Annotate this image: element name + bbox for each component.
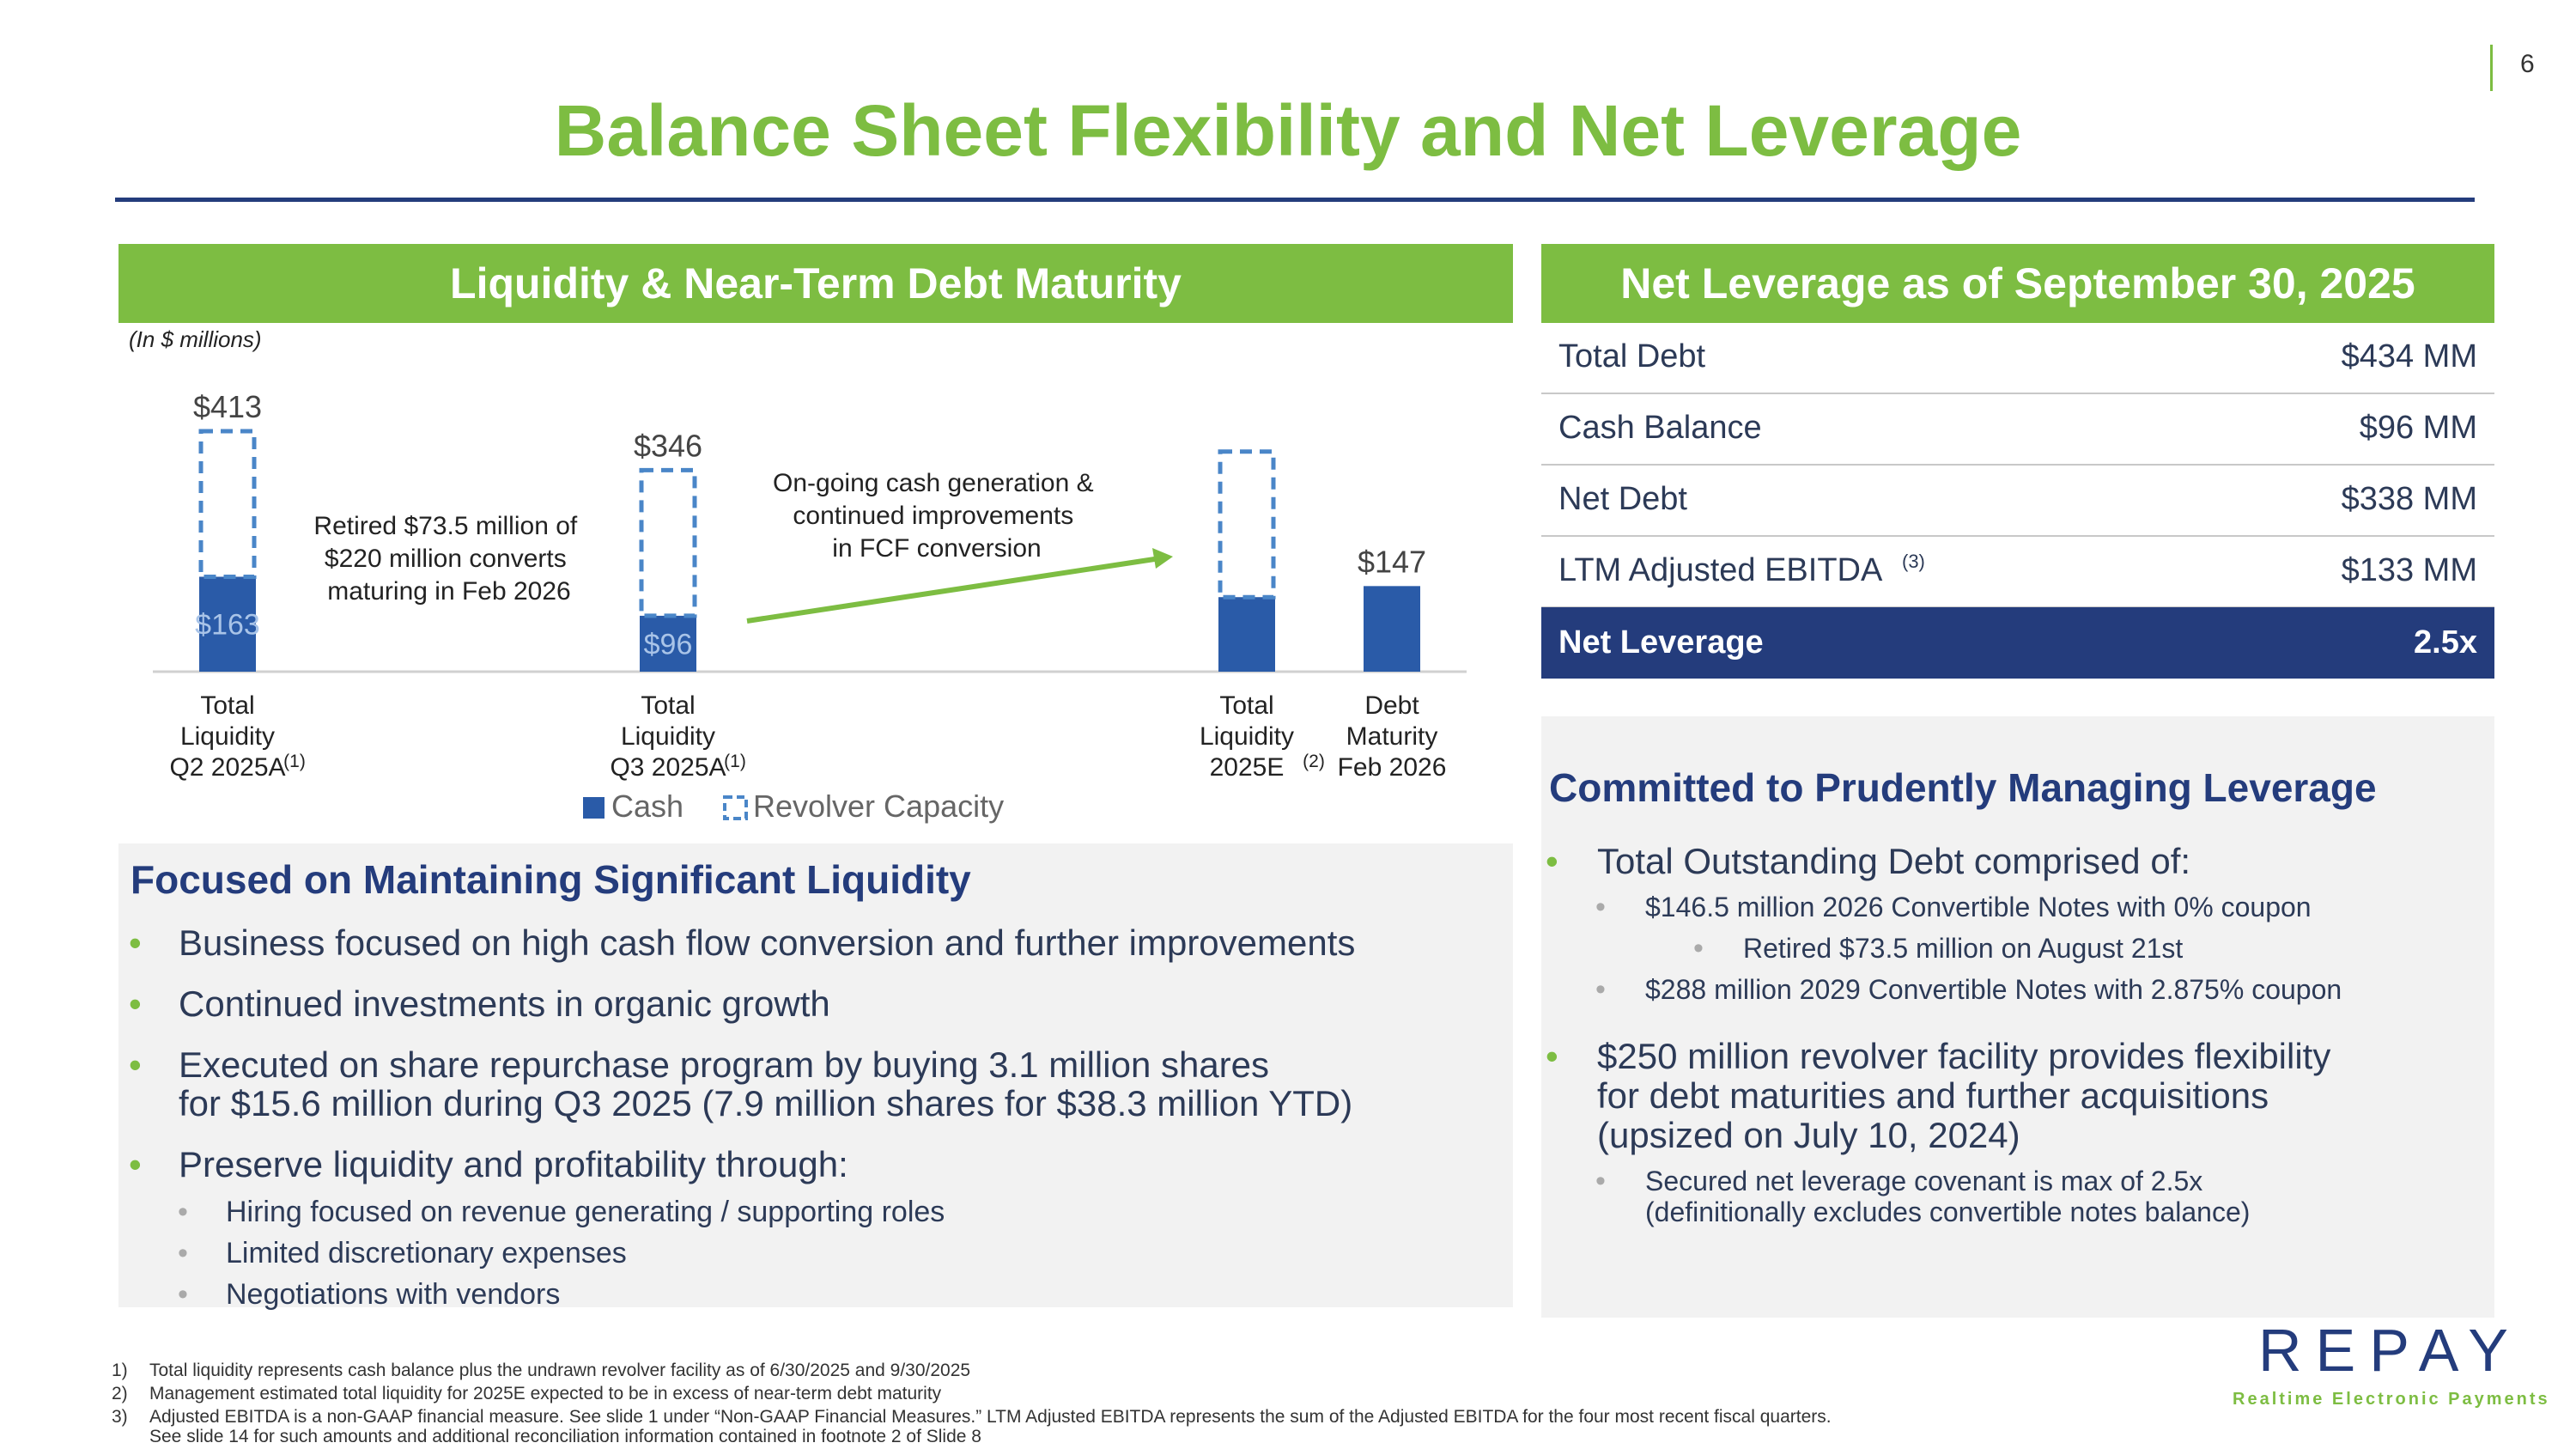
units-note: (In $ millions) (129, 326, 262, 352)
category-label: 2025E (1210, 753, 1285, 782)
revolver-bullet: • (1546, 1036, 1558, 1076)
repay-tagline: Realtime Electronic Payments (2233, 1390, 2550, 1409)
growth-arrowhead (1152, 548, 1173, 569)
category-label: Liquidity (180, 722, 275, 751)
debt-sub-bullet-2-text: $288 million 2029 Convertible Notes with… (1645, 974, 2342, 1005)
footnote-3-cont: See slide 14 for such amounts and additi… (149, 1427, 981, 1446)
liquidity-bullet-2-text: Continued investments in organic growth (179, 983, 830, 1024)
category-label: Liquidity (1200, 722, 1294, 751)
category-footnote-ref: (1) (283, 752, 306, 771)
footnote-2: 2) Management estimated total liquidity f… (112, 1384, 942, 1403)
category-label: Total (641, 691, 695, 720)
bar-cash (199, 576, 256, 672)
leverage-row-value: $338 MM (2341, 481, 2477, 517)
growth-arrow (746, 556, 1161, 624)
sub-bullet-2: • (178, 1237, 188, 1269)
category-label: Total (200, 691, 254, 720)
debt-sub-bullet-1-text: $146.5 million 2026 Convertible Notes wi… (1645, 892, 2312, 922)
category-footnote-ref: (2) (1303, 752, 1325, 771)
leverage-row: Cash Balance $96 MM (1541, 393, 2494, 466)
debt-bullet: • (1546, 841, 1558, 881)
category-label: Maturity (1346, 722, 1438, 751)
leverage-row-label: Cash Balance (1558, 410, 1762, 446)
covenant-line-2: (definitionally excludes convertible not… (1645, 1196, 2251, 1227)
leverage-row-label: Total Debt (1558, 338, 1706, 374)
liquidity-bullet-1-text: Business focused on high cash flow conve… (179, 922, 1356, 963)
leverage-row: Net Debt $338 MM (1541, 464, 2494, 537)
page-number: 6 (2520, 50, 2535, 78)
bar-cash (1364, 586, 1420, 672)
sub-bullet-2-text: Limited discretionary expenses (226, 1237, 627, 1269)
leverage-row-value: $96 MM (2359, 410, 2477, 446)
debt-sub-bullet-2: • (1595, 973, 1606, 1006)
sub-bullet-3: • (178, 1278, 188, 1311)
net-leverage-value: 2.5x (2414, 624, 2477, 661)
net-leverage-row: Net Leverage 2.5x (1541, 607, 2494, 679)
bar-total-label: $413 (193, 389, 262, 424)
category-label: Total (1219, 691, 1273, 720)
debt-bullet-text: Total Outstanding Debt comprised of: (1597, 841, 2191, 881)
liquidity-bullet-4-text: Preserve liquidity and profitability thr… (179, 1144, 848, 1184)
leverage-row: LTM Adjusted EBITDA (3) $133 MM (1541, 535, 2494, 608)
sub-bullet-1-text: Hiring focused on revenue generating / s… (226, 1196, 945, 1228)
liquidity-bullet-3-text: Executed on share repurchase program by … (179, 1044, 1270, 1085)
footnote-3: 3) Adjusted EBITDA is a non-GAAP financia… (112, 1407, 1832, 1427)
title-rule (115, 198, 2475, 202)
category-label: Feb 2026 (1338, 753, 1447, 782)
bar-total-label: $346 (634, 428, 702, 463)
liquidity-bullet-4: • (129, 1144, 142, 1184)
liquidity-focus-panel (118, 843, 1513, 1307)
legend-revolver-label: Revolver Capacity (753, 788, 1004, 824)
leverage-row: Total Debt $434 MM (1541, 321, 2494, 394)
bar-total-label: $147 (1358, 544, 1426, 579)
ongoing-annotation: On-going cash generation & continued imp… (773, 469, 1101, 563)
leverage-row-label: Net Debt (1558, 481, 1687, 517)
liquidity-bullet-3: • (129, 1044, 142, 1085)
liquidity-bullet-2: • (129, 983, 142, 1024)
category-label: Liquidity (621, 722, 715, 751)
legend-revolver-swatch (723, 795, 748, 820)
legend-cash-swatch (583, 797, 605, 819)
category-label: Debt (1364, 691, 1419, 720)
repay-logo: REPAY (2258, 1317, 2522, 1384)
net-leverage-label: Net Leverage (1558, 624, 1764, 661)
retired-annotation: Retired $73.5 million of $220 million co… (313, 512, 584, 606)
debt-sub-bullet-1: • (1595, 891, 1606, 923)
revolver-bullet-line-2: for debt maturities and further acquisit… (1597, 1075, 2269, 1116)
leverage-commitment-heading: Committed to Prudently Managing Leverage (1549, 765, 2377, 810)
bar-revolver (198, 429, 257, 579)
sub-bullet-3-text: Negotiations with vendors (226, 1278, 561, 1311)
leverage-row-label: LTM Adjusted EBITDA (1558, 552, 1883, 588)
liquidity-section-header: Liquidity & Near-Term Debt Maturity (118, 244, 1513, 323)
liquidity-focus-heading: Focused on Maintaining Significant Liqui… (131, 857, 971, 902)
bar-cash (640, 615, 696, 672)
category-label: Q3 2025A (610, 753, 726, 782)
covenant-line-1: Secured net leverage covenant is max of … (1645, 1166, 2203, 1196)
bar-cash-label: $163 (195, 609, 260, 642)
bar-revolver (639, 467, 697, 618)
debt-subsub-bullet-text: Retired $73.5 million on August 21st (1743, 933, 2184, 964)
page-title: Balance Sheet Flexibility and Net Levera… (554, 90, 2022, 171)
leverage-row-value: $133 MM (2341, 552, 2477, 588)
bar-revolver (1218, 449, 1276, 600)
debt-subsub-bullet: • (1693, 932, 1704, 965)
liquidity-bullet-1: • (129, 922, 142, 963)
legend-cash-label: Cash (611, 788, 683, 824)
revolver-bullet-line-3: (upsized on July 10, 2024) (1597, 1115, 2020, 1155)
footnote-1: 1) Total liquidity represents cash balanc… (112, 1361, 971, 1380)
page-number-divider (2490, 45, 2493, 91)
category-label: Q2 2025A (169, 753, 285, 782)
bar-cash (1218, 597, 1275, 672)
leverage-row-footnote-ref: (3) (1902, 551, 1925, 572)
liquidity-bullet-3-text-cont: for $15.6 million during Q3 2025 (7.9 mi… (179, 1083, 1353, 1123)
covenant-sub-bullet: • (1595, 1165, 1606, 1197)
sub-bullet-1: • (178, 1196, 188, 1228)
net-leverage-section-header: Net Leverage as of September 30, 2025 (1541, 244, 2494, 323)
leverage-row-value: $434 MM (2341, 338, 2477, 374)
bar-cash-label: $96 (644, 628, 693, 661)
leverage-commitment-panel (1541, 716, 2494, 1318)
category-footnote-ref: (1) (724, 752, 746, 771)
revolver-bullet-line-1: $250 million revolver facility provides … (1597, 1036, 2331, 1076)
